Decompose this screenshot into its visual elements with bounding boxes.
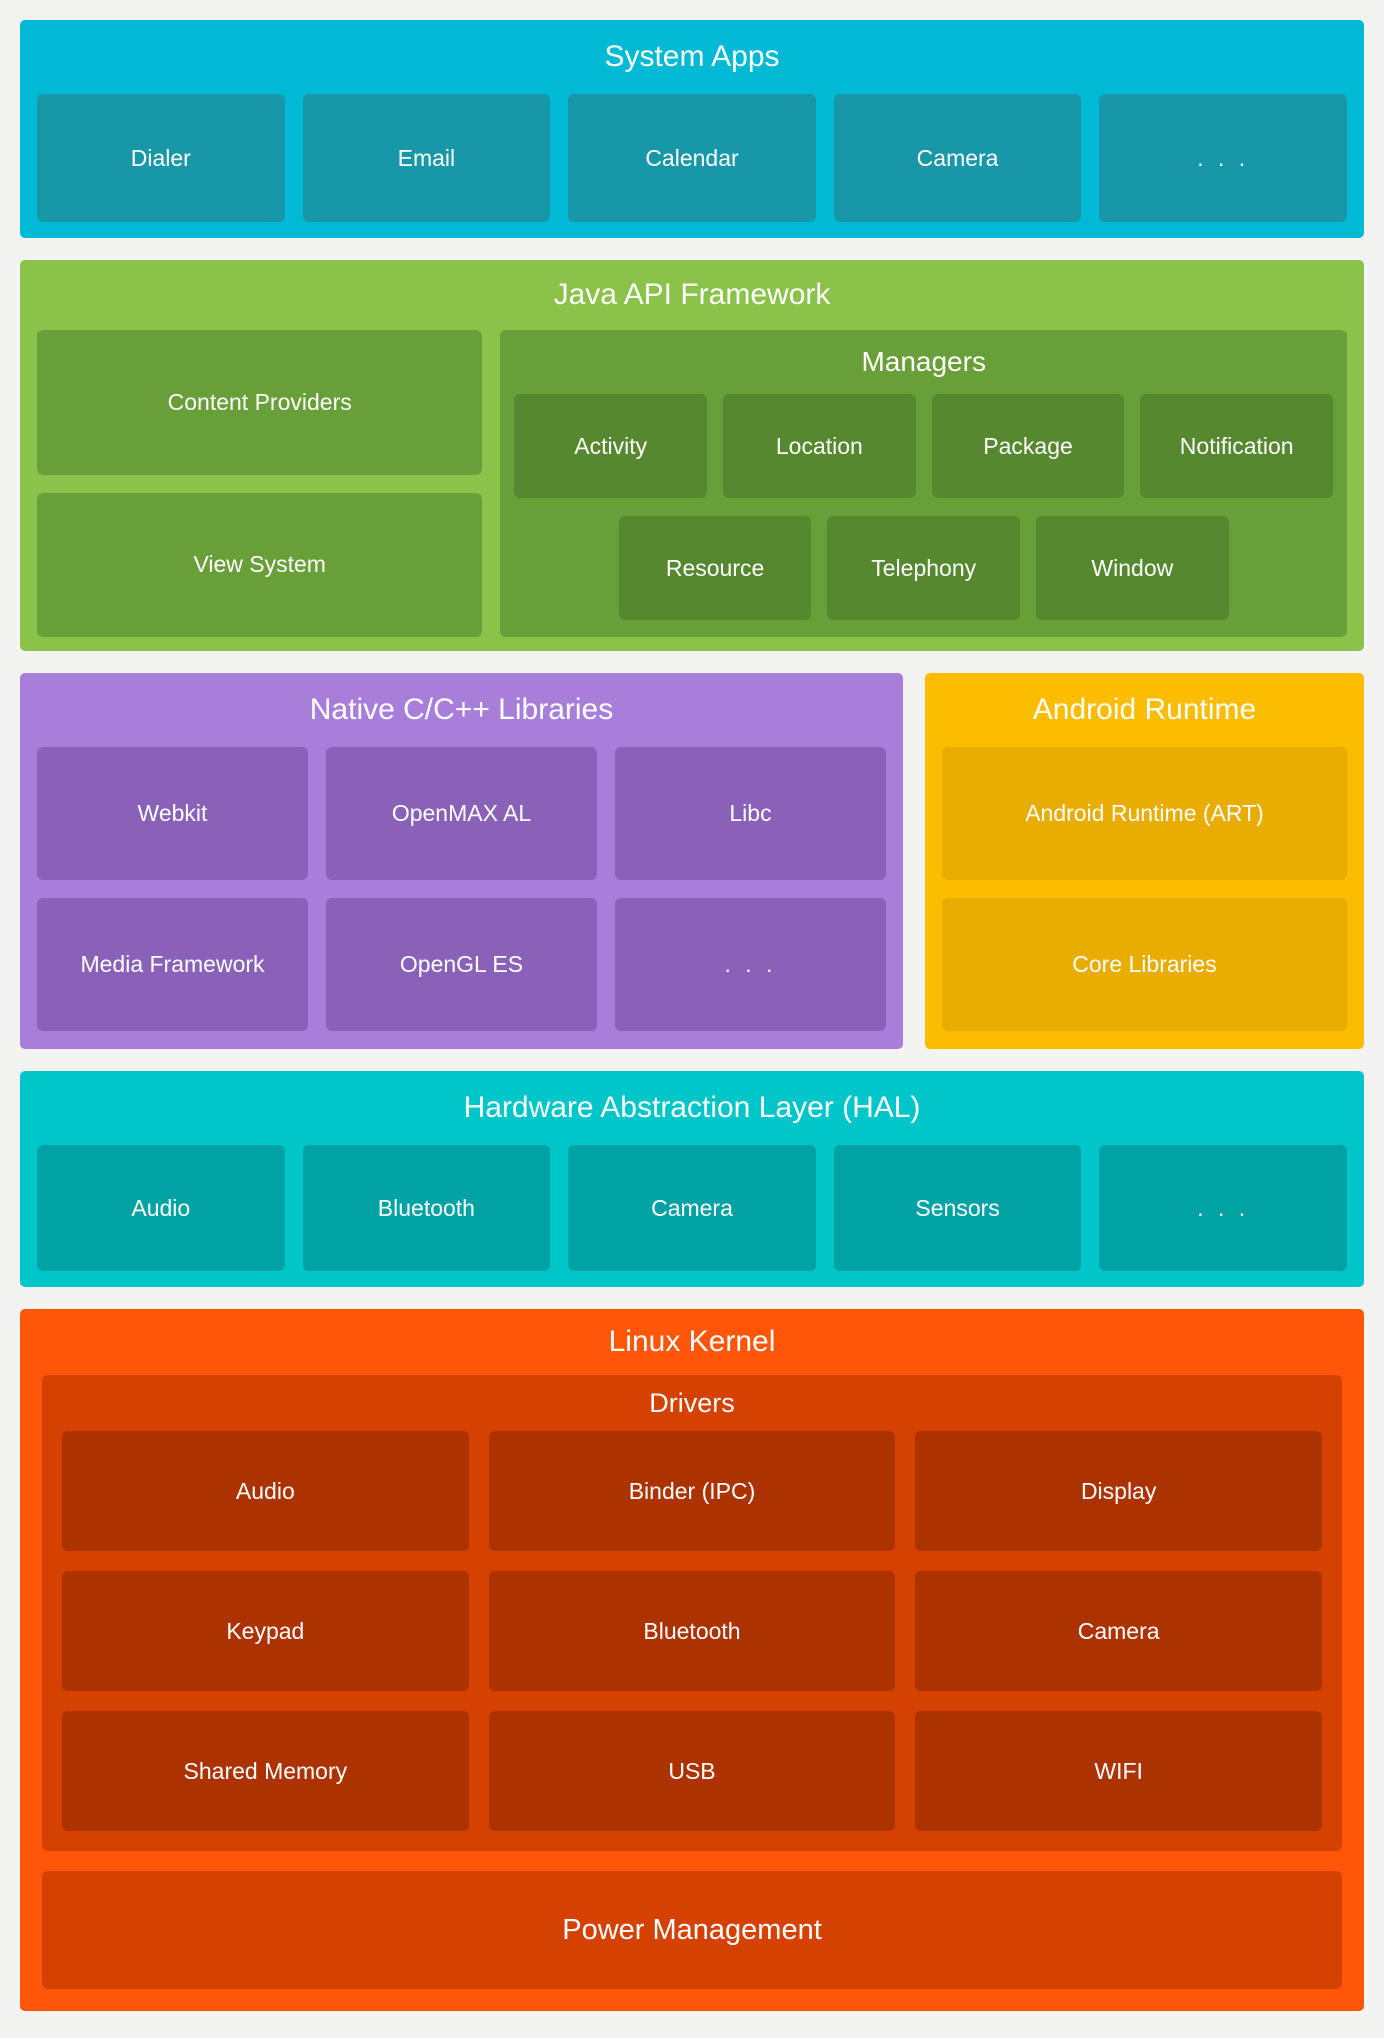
box-audio-hal: Audio xyxy=(37,1145,285,1271)
drivers-grid: Audio Binder (IPC) Display Keypad Blueto… xyxy=(62,1431,1322,1831)
section-system-apps: System Apps Dialer Email Calendar Camera… xyxy=(20,20,1364,238)
section-linux-kernel: Linux Kernel Drivers Audio Binder (IPC) … xyxy=(20,1309,1364,2011)
box-binder-ipc-driver: Binder (IPC) xyxy=(488,1431,896,1551)
box-email: Email xyxy=(302,94,551,222)
box-package-manager: Package xyxy=(931,394,1125,498)
native-libraries-row-1: Webkit OpenMAX AL Libc xyxy=(20,747,903,880)
box-camera-app: Camera xyxy=(833,94,1082,222)
box-camera-hal: Camera xyxy=(568,1145,816,1271)
box-bluetooth-hal: Bluetooth xyxy=(302,1145,551,1271)
box-media-framework: Media Framework xyxy=(37,898,308,1031)
drivers-group: Drivers Audio Binder (IPC) Display Keypa… xyxy=(42,1375,1342,1851)
box-webkit: Webkit xyxy=(37,747,308,880)
java-api-left-column: Content Providers View System xyxy=(37,330,483,637)
box-notification-manager: Notification xyxy=(1140,394,1334,498)
box-android-runtime-art: Android Runtime (ART) xyxy=(942,747,1347,880)
box-shared-memory-driver: Shared Memory xyxy=(62,1711,469,1831)
android-runtime-column: Android Runtime (ART) Core Libraries xyxy=(925,747,1364,1031)
box-more-libraries: . . . xyxy=(615,898,886,1031)
box-calendar: Calendar xyxy=(568,94,816,222)
section-android-runtime: Android Runtime Android Runtime (ART) Co… xyxy=(925,673,1364,1049)
linux-kernel-title: Linux Kernel xyxy=(608,1325,776,1358)
java-api-title: Java API Framework xyxy=(553,278,831,311)
box-view-system: View System xyxy=(37,492,483,637)
box-usb-driver: USB xyxy=(488,1711,896,1831)
box-wifi-driver: WIFI xyxy=(915,1711,1322,1831)
box-telephony-manager: Telephony xyxy=(827,516,1021,620)
box-activity-manager: Activity xyxy=(514,394,708,498)
box-window-manager: Window xyxy=(1036,516,1229,620)
system-apps-row: Dialer Email Calendar Camera . . . xyxy=(20,94,1364,222)
managers-row-1: Activity Location Package Notification xyxy=(514,394,1334,498)
box-content-providers: Content Providers xyxy=(37,330,483,475)
box-audio-driver: Audio xyxy=(62,1431,469,1551)
box-more-apps: . . . xyxy=(1099,94,1347,222)
hal-title: Hardware Abstraction Layer (HAL) xyxy=(463,1091,921,1124)
managers-row-2: Resource Telephony Window xyxy=(514,516,1333,620)
section-hal: Hardware Abstraction Layer (HAL) Audio B… xyxy=(20,1071,1364,1287)
section-native-libraries: Native C/C++ Libraries Webkit OpenMAX AL… xyxy=(20,673,903,1049)
box-bluetooth-driver: Bluetooth xyxy=(488,1571,896,1691)
box-libc: Libc xyxy=(615,747,886,880)
drivers-title: Drivers xyxy=(649,1387,735,1418)
libraries-runtime-row: Native C/C++ Libraries Webkit OpenMAX AL… xyxy=(20,673,1364,1049)
managers-group: Managers Activity Location Package Notif… xyxy=(500,330,1347,637)
box-more-hal: . . . xyxy=(1099,1145,1347,1271)
native-libraries-row-2: Media Framework OpenGL ES . . . xyxy=(20,898,903,1031)
box-openmax-al: OpenMAX AL xyxy=(326,747,597,880)
native-libraries-title: Native C/C++ Libraries xyxy=(309,693,614,726)
box-sensors-hal: Sensors xyxy=(833,1145,1082,1271)
box-keypad-driver: Keypad xyxy=(62,1571,469,1691)
box-dialer: Dialer xyxy=(37,94,285,222)
section-java-api-framework: Java API Framework Content Providers Vie… xyxy=(20,260,1364,651)
box-core-libraries: Core Libraries xyxy=(942,898,1347,1031)
managers-title: Managers xyxy=(861,346,986,377)
box-camera-driver: Camera xyxy=(915,1571,1322,1691)
system-apps-title: System Apps xyxy=(604,40,780,73)
hal-row: Audio Bluetooth Camera Sensors . . . xyxy=(20,1145,1364,1271)
box-opengl-es: OpenGL ES xyxy=(326,898,597,1031)
box-resource-manager: Resource xyxy=(618,516,812,620)
java-api-body: Content Providers View System Managers A… xyxy=(20,330,1364,637)
box-display-driver: Display xyxy=(915,1431,1322,1551)
box-power-management: Power Management xyxy=(42,1871,1342,1989)
box-location-manager: Location xyxy=(723,394,916,498)
android-runtime-title: Android Runtime xyxy=(1032,693,1257,726)
